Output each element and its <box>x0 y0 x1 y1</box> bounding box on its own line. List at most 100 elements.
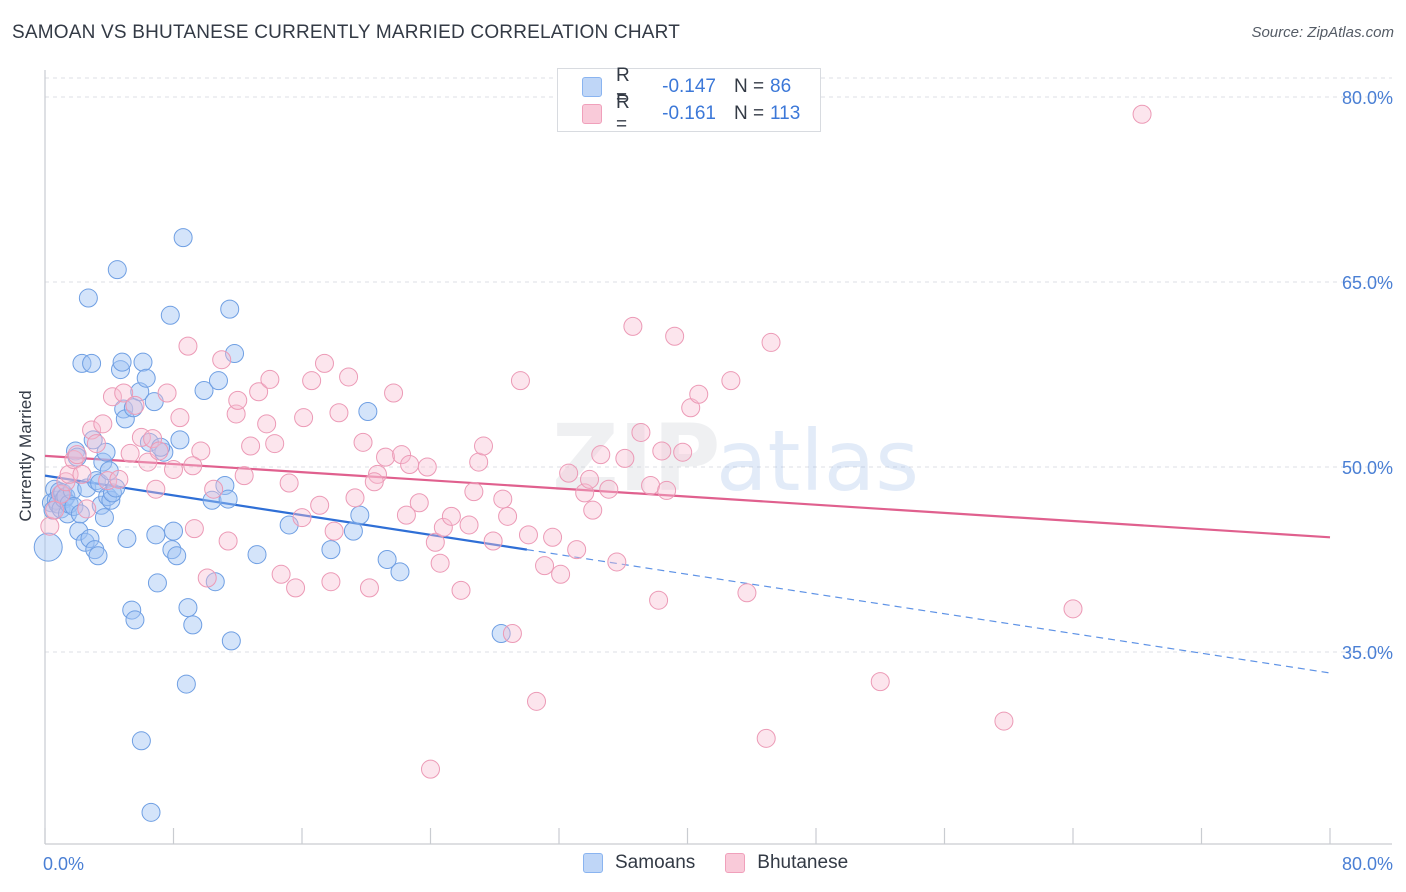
data-point-bhutanese <box>67 445 87 465</box>
data-point-bhutanese <box>396 505 416 525</box>
data-point-bhutanese <box>339 367 359 387</box>
data-point-bhutanese <box>292 508 312 528</box>
data-point-bhutanese <box>451 580 471 600</box>
data-point-bhutanese <box>425 532 445 552</box>
legend-label-samoans: Samoans <box>615 852 696 873</box>
data-point-samoans <box>491 624 511 643</box>
x-tick-label: 80.0% <box>1342 854 1393 874</box>
data-point-bhutanese <box>321 572 341 592</box>
data-point-bhutanese <box>652 441 672 461</box>
data-point-bhutanese <box>421 759 440 779</box>
data-point-bhutanese <box>164 459 183 479</box>
data-point-bhutanese <box>737 583 757 603</box>
data-point-bhutanese <box>483 531 503 551</box>
data-point-bhutanese <box>498 506 518 526</box>
y-tick-label: 65.0% <box>1342 273 1393 293</box>
data-point-bhutanese <box>294 408 314 428</box>
data-point-bhutanese <box>527 691 547 711</box>
data-point-samoans <box>358 402 378 421</box>
data-point-samoans <box>107 260 127 280</box>
trend-line-bhutanese <box>44 454 1331 539</box>
data-point-bhutanese <box>114 383 134 403</box>
data-point-bhutanese <box>260 369 280 389</box>
data-point-bhutanese <box>204 479 224 499</box>
data-point-bhutanese <box>376 447 396 467</box>
data-point-samoans <box>220 299 240 319</box>
data-point-bhutanese <box>464 482 484 502</box>
data-point-bhutanese <box>310 495 330 515</box>
data-point-samoans <box>70 504 90 524</box>
data-point-samoans <box>160 305 180 325</box>
data-point-bhutanese <box>178 336 198 356</box>
data-point-samoans <box>82 353 102 373</box>
data-point-bhutanese <box>665 326 685 346</box>
data-point-bhutanese <box>631 422 651 442</box>
data-point-samoans <box>194 381 214 401</box>
data-point-bhutanese <box>994 711 1014 731</box>
data-point-samoans <box>69 521 89 541</box>
data-point-bhutanese <box>430 553 450 573</box>
data-point-bhutanese <box>302 371 322 391</box>
data-point-bhutanese <box>623 316 643 336</box>
data-point-bhutanese <box>86 434 106 454</box>
data-point-bhutanese <box>218 531 238 551</box>
r-value: -0.147 <box>662 76 716 97</box>
data-point-samoans <box>131 731 151 751</box>
data-point-bhutanese <box>441 506 461 526</box>
data-point-bhutanese <box>364 472 384 492</box>
data-point-bhutanese <box>870 672 890 692</box>
series-legend: Samoans Bhutanese <box>583 852 878 874</box>
data-point-samoans <box>101 490 121 510</box>
legend-item-bhutanese[interactable]: Bhutanese <box>725 852 848 874</box>
data-point-samoans <box>350 505 370 525</box>
data-point-bhutanese <box>265 434 285 454</box>
n-value: 113 <box>770 103 801 124</box>
data-point-bhutanese <box>102 387 122 407</box>
data-point-bhutanese <box>120 443 140 463</box>
data-point-samoans <box>88 546 108 566</box>
data-point-bhutanese <box>599 479 619 499</box>
data-point-samoans <box>390 562 410 582</box>
data-point-samoans <box>247 545 267 565</box>
data-point-samoans <box>114 399 134 419</box>
r-label: R = <box>616 92 630 135</box>
data-point-samoans <box>343 521 363 541</box>
data-point-bhutanese <box>257 414 277 434</box>
data-point-bhutanese <box>157 383 177 403</box>
legend-row-bhutanese: R = -0.161 N = 113 <box>582 92 801 135</box>
data-point-bhutanese <box>641 476 661 495</box>
data-point-bhutanese <box>392 445 412 465</box>
data-point-bhutanese <box>353 432 373 452</box>
legend-item-samoans[interactable]: Samoans <box>583 852 695 874</box>
data-point-samoans <box>94 508 114 528</box>
data-point-bhutanese <box>51 484 71 504</box>
data-point-samoans <box>218 489 238 509</box>
data-point-samoans <box>125 610 145 630</box>
data-point-bhutanese <box>226 404 246 424</box>
data-point-bhutanese <box>234 466 254 486</box>
data-point-bhutanese <box>184 519 204 539</box>
r-value: -0.161 <box>662 103 716 124</box>
data-point-bhutanese <box>64 450 84 470</box>
data-point-bhutanese <box>417 457 437 477</box>
data-point-bhutanese <box>649 590 669 610</box>
data-point-bhutanese <box>143 429 163 449</box>
data-point-samoans <box>164 521 183 541</box>
data-point-bhutanese <box>191 441 211 461</box>
data-point-bhutanese <box>493 489 513 509</box>
data-point-bhutanese <box>580 469 600 489</box>
data-point-bhutanese <box>474 436 494 456</box>
data-point-samoans <box>85 540 105 560</box>
data-point-bhutanese <box>197 568 217 588</box>
data-point-bhutanese <box>241 436 261 456</box>
n-label: N = <box>734 76 765 97</box>
data-point-samoans <box>117 529 137 549</box>
legend-swatch-samoans <box>583 853 603 873</box>
data-point-bhutanese <box>409 493 429 513</box>
data-point-bhutanese <box>459 515 479 535</box>
data-point-bhutanese <box>212 350 232 370</box>
data-point-bhutanese <box>149 441 169 461</box>
correlation-legend: R = -0.147 N = 86 R = -0.161 N = 113 <box>557 65 821 135</box>
data-point-bhutanese <box>125 395 145 415</box>
data-point-bhutanese <box>72 464 92 484</box>
